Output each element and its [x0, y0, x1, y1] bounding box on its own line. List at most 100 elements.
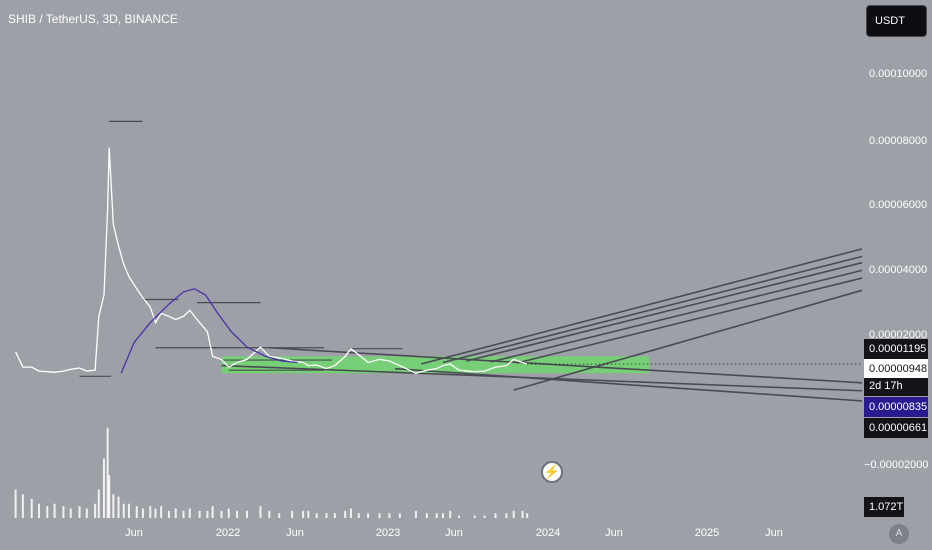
volume-bar [378, 513, 381, 518]
price-label-upper: 0.00001195 [864, 339, 928, 359]
price-label-ma: 0.00000835 [864, 397, 928, 417]
volume-bar [62, 506, 65, 518]
volume-bar [106, 427, 109, 518]
volume-bar [182, 510, 185, 518]
trendline [466, 261, 863, 362]
volume-bar [14, 489, 17, 518]
volume-bar [78, 506, 81, 518]
volume-bar [141, 508, 144, 518]
price-label-last: 0.00000948 [864, 359, 928, 379]
volume-bar [435, 513, 438, 518]
volume-bar [69, 508, 72, 518]
volume-bar [344, 510, 347, 518]
y-tick-label: 0.00004000 [869, 264, 928, 276]
trendline [395, 367, 863, 402]
volume-bar [526, 513, 529, 518]
currency-button[interactable]: USDT [866, 5, 927, 37]
logo-icon[interactable]: A [889, 524, 909, 544]
volume-bar [458, 515, 461, 518]
volume-bar [449, 510, 452, 518]
volume-bar [30, 499, 33, 518]
volume-bar [302, 510, 305, 518]
volume-bar [245, 510, 248, 518]
chart-title: SHIB / TetherUS, 3D, BINANCE [8, 12, 178, 26]
volume-bar [441, 513, 444, 518]
volume-bar [127, 503, 130, 518]
volume-bar [268, 510, 271, 518]
volume-bar [135, 506, 138, 518]
volume-bar [46, 506, 49, 518]
trendline [490, 269, 863, 363]
volume-bar [85, 508, 88, 518]
volume-bar [325, 513, 328, 518]
bar-countdown-label: 2d 17h [864, 378, 928, 396]
volume-bar [206, 510, 209, 518]
volume-bar [188, 508, 191, 518]
volume-label: 1.072T [864, 497, 904, 517]
volume-bar [154, 508, 157, 518]
volume-bar [425, 513, 428, 518]
volume-bar [97, 489, 100, 518]
x-tick-label: Jun [445, 527, 463, 539]
x-tick-label: 2022 [215, 527, 241, 539]
volume-bar [108, 475, 111, 518]
trendline [442, 255, 863, 364]
volume-bar [174, 508, 177, 518]
volume-bar [227, 508, 230, 518]
trendline [269, 346, 863, 384]
volume-bar [117, 496, 120, 518]
volume-bar [512, 510, 515, 518]
trendline [420, 248, 863, 365]
volume-bar [333, 513, 336, 518]
volume-bar [112, 494, 115, 518]
volume-bar [259, 506, 262, 518]
volume-bar [291, 510, 294, 518]
moving-average-line [120, 288, 298, 374]
price-line [15, 147, 528, 374]
volume-bar [160, 506, 163, 518]
volume-bar [236, 510, 239, 518]
price-label-lower: 0.00000661 [864, 418, 928, 438]
volume-bar [473, 515, 476, 518]
volume-bar [149, 506, 152, 518]
trendlines [221, 248, 863, 402]
volume-bar [53, 503, 56, 518]
x-tick-label: 2025 [694, 527, 720, 539]
volume-bar [494, 513, 497, 518]
trendline [516, 277, 863, 364]
volume-bar [21, 494, 24, 518]
volume-bar [198, 510, 201, 518]
y-tick-label: −0.00002000 [864, 459, 929, 471]
lightning-icon[interactable]: ⚡ [541, 461, 563, 483]
y-tick-label: 0.00002000 [869, 329, 928, 341]
volume-bar [357, 513, 360, 518]
x-tick-label: 2024 [535, 527, 561, 539]
volume-bar [388, 513, 391, 518]
volume-bar [483, 515, 486, 518]
price-series [15, 147, 528, 374]
volume-bar [102, 458, 105, 518]
x-tick-label: 2023 [375, 527, 401, 539]
volume-bar [37, 503, 40, 518]
y-tick-label: 0.00008000 [869, 135, 928, 147]
volume-bar [367, 513, 370, 518]
volume-bar [278, 513, 281, 518]
x-tick-label: Jun [605, 527, 623, 539]
x-tick-label: Jun [286, 527, 304, 539]
volume-bar [122, 503, 125, 518]
volume-bar [315, 513, 318, 518]
volume-bar [521, 510, 524, 518]
volume-bar [167, 510, 170, 518]
y-tick-label: 0.00006000 [869, 199, 928, 211]
horizontal-levels [79, 120, 403, 377]
x-tick-label: Jun [125, 527, 143, 539]
volume-bar [307, 510, 310, 518]
volume-bar [211, 506, 214, 518]
trendline [513, 289, 863, 391]
x-tick-label: Jun [765, 527, 783, 539]
y-tick-label: 0.00010000 [869, 68, 928, 80]
volume-bar [349, 508, 352, 518]
volume-bar [398, 513, 401, 518]
volume-bars [14, 427, 529, 518]
